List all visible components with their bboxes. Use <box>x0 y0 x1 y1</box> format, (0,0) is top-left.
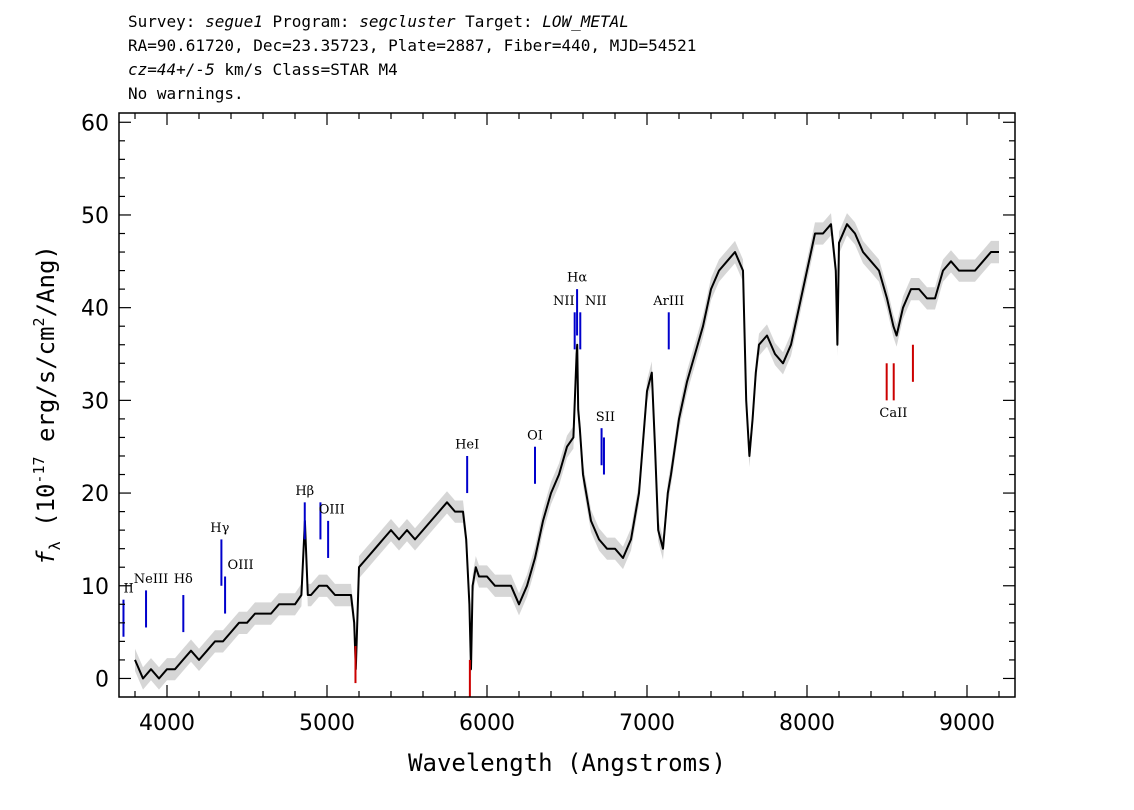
y-tick-label: 50 <box>81 204 109 229</box>
target-label: Target: <box>455 12 543 31</box>
x-axis-ticks: 4000 5000 6000 7000 8000 9000 <box>134 113 1000 736</box>
cz-value: cz=44+/-5 <box>128 60 215 79</box>
y-tick-label: 40 <box>81 297 109 322</box>
line-label: NeIII <box>134 572 168 587</box>
line-label: NII <box>585 294 607 309</box>
y-tick-label: 60 <box>81 111 109 136</box>
header-line-survey: Survey: segue1 Program: segcluster Targe… <box>128 10 696 34</box>
error-band-layer <box>135 213 999 690</box>
y-axis-label-end: /Ang) <box>32 245 60 317</box>
y-axis-label: fλ (10-17 erg/s/cm2/Ang) <box>30 245 64 565</box>
y-tick-label: 10 <box>81 575 109 600</box>
survey-value: segue1 <box>205 12 263 31</box>
y-tick-label: 20 <box>81 482 109 507</box>
y-axis-label-f: f <box>32 550 60 565</box>
x-axis-label: Wavelength (Angstroms) <box>408 749 726 777</box>
line-label: Hγ <box>210 521 229 536</box>
header-line-redshift: cz=44+/-5 km/s Class=STAR M4 <box>128 58 696 82</box>
line-label: ArIII <box>652 294 684 309</box>
line-label: Hβ <box>295 484 314 499</box>
target-value: LOW_METAL <box>542 12 629 31</box>
line-label: SII <box>596 410 615 425</box>
program-value: segcluster <box>359 12 456 31</box>
line-label: NII <box>553 294 575 309</box>
x-tick-label: 9000 <box>939 711 995 736</box>
x-tick-label: 5000 <box>299 711 355 736</box>
header-line-warnings: No warnings. <box>128 84 244 103</box>
y-axis-label-rest: erg/s/cm <box>32 326 60 456</box>
y-axis-label-exp: -17 <box>30 456 48 483</box>
class-value: km/s Class=STAR M4 <box>214 60 398 79</box>
y-axis-label-mid: (10 <box>32 484 60 542</box>
y-axis-label-exp2: 2 <box>30 317 48 326</box>
error-band <box>135 213 999 690</box>
survey-label: Survey: <box>128 12 206 31</box>
program-label: Program: <box>262 12 360 31</box>
y-tick-label: 0 <box>95 667 109 692</box>
flux-line-layer <box>134 223 999 680</box>
line-label: CaII <box>879 406 907 421</box>
line-label: II <box>123 581 133 596</box>
x-tick-label: 4000 <box>139 711 195 736</box>
emission-line-markers <box>122 289 914 697</box>
header-line-coordinates: RA=90.61720, Dec=23.35723, Plate=2887, F… <box>128 36 697 55</box>
spectrum-header: Survey: segue1 Program: segcluster Targe… <box>128 10 696 106</box>
line-label: OI <box>527 428 543 443</box>
flux-line <box>134 223 999 680</box>
y-axis-label-sub: λ <box>46 541 64 550</box>
y-tick-label: 30 <box>81 389 109 414</box>
line-label: Hδ <box>174 572 193 587</box>
line-label: Hα <box>567 271 587 286</box>
x-tick-label: 8000 <box>779 711 835 736</box>
x-tick-label: 6000 <box>459 711 515 736</box>
line-label: OIII <box>319 502 345 517</box>
plot-frame <box>118 112 1016 698</box>
y-axis-ticks: 0 10 20 30 40 50 60 <box>81 111 1015 692</box>
line-label: HeI <box>455 438 479 453</box>
line-label: OIII <box>228 558 254 573</box>
x-tick-label: 7000 <box>619 711 675 736</box>
